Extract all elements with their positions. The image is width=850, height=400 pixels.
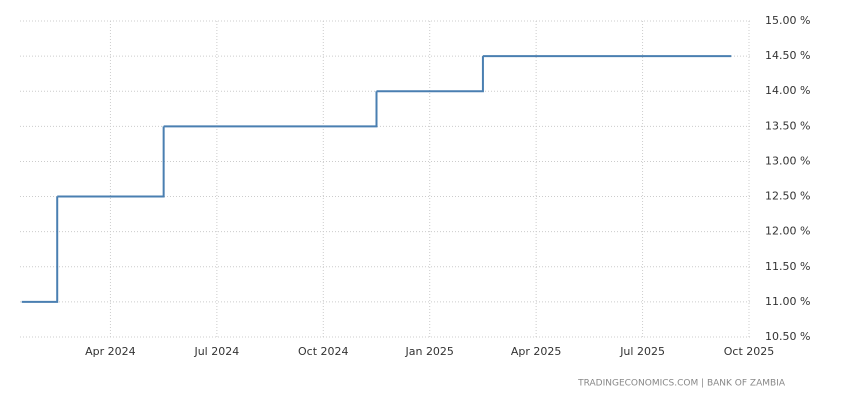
y-tick-label: 14.00 % <box>765 84 810 97</box>
y-tick-label: 14.50 % <box>765 49 810 62</box>
source: TRADINGECONOMICS.COM | BANK OF ZAMBIA <box>577 379 786 389</box>
x-tick-label: Jul 2025 <box>619 345 665 358</box>
y-tick-label: 13.50 % <box>765 119 810 132</box>
x-tick-label: Jul 2024 <box>193 345 239 358</box>
step-segment <box>376 56 484 93</box>
x-tick-label: Oct 2025 <box>724 345 775 358</box>
x-tick-label: Jan 2025 <box>404 345 453 358</box>
x-tick-label: Apr 2024 <box>85 345 136 358</box>
y-tick-label: 10.50 % <box>765 330 810 343</box>
y-tick-label: 12.00 % <box>765 225 810 238</box>
x-tick-label: Oct 2024 <box>298 345 349 358</box>
y-tick-label: 12.50 % <box>765 190 810 203</box>
y-tick-label: 15.00 % <box>765 14 810 27</box>
step-segment <box>57 126 165 198</box>
step-segment <box>21 196 59 303</box>
y-tick-label: 11.00 % <box>765 295 810 308</box>
step-segment <box>163 91 378 128</box>
y-tick-label: 13.00 % <box>765 154 810 167</box>
y-tick-label: 11.50 % <box>765 260 810 273</box>
x-tick-label: Apr 2025 <box>511 345 562 358</box>
